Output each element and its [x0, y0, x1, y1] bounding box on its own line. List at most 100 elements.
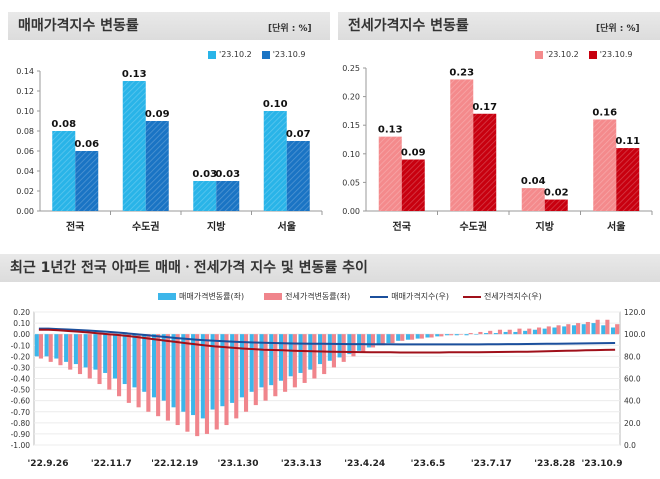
chart2-legend: '23.10.2 '23.10.9: [535, 50, 632, 59]
bar: [527, 328, 532, 335]
bar-hatch: [216, 181, 240, 211]
left-tick-label: -0.10: [11, 341, 31, 350]
bar: [341, 334, 346, 362]
y-tick-label: 0.15: [342, 121, 360, 130]
bar-hatch: [263, 111, 287, 211]
bar: [357, 334, 362, 351]
legend-swatch-1: [535, 50, 543, 59]
y-tick-label: 0.00: [16, 207, 34, 216]
bar-hatch: [544, 199, 568, 211]
bar: [312, 334, 317, 379]
bar: [605, 319, 610, 335]
chart3-title: 최근 1년간 전국 아파트 매매ㆍ전세가격 지수 및 변동률 추이: [0, 254, 660, 282]
bar-hatch: [473, 113, 497, 211]
left-tick-label: -0.70: [11, 408, 31, 417]
bar: [302, 334, 307, 383]
bar: [497, 329, 503, 335]
bar: [351, 334, 356, 357]
bar: [38, 334, 43, 359]
y-tick-label: 0.02: [16, 187, 34, 196]
right-tick-label: 100.0: [624, 330, 646, 339]
bar: [253, 334, 258, 406]
right-tick-label: 20.0: [624, 419, 641, 428]
bar: [200, 334, 205, 419]
x-tick-label: 수도권: [132, 221, 160, 233]
legend-label: 전세가격지수(우): [484, 292, 542, 301]
left-tick-label: -0.40: [11, 375, 31, 384]
bar: [474, 334, 479, 335]
x-tick-label: '23.10.9: [582, 459, 623, 469]
data-label: 0.02: [544, 188, 569, 199]
bar: [318, 334, 323, 365]
bar: [576, 323, 581, 335]
bar-hatch: [378, 136, 402, 211]
legend-label: 매매가격변동률(좌): [179, 292, 245, 301]
bar: [562, 326, 567, 335]
bar: [68, 334, 73, 370]
bar: [107, 334, 112, 390]
data-label: 0.09: [145, 109, 170, 120]
right-tick-label: 0.0: [624, 441, 636, 450]
bar: [146, 334, 151, 412]
data-label: 0.04: [521, 176, 546, 187]
bar: [429, 334, 434, 338]
chart1-title: 매매가격지수 변동률: [8, 12, 330, 40]
bar: [249, 334, 254, 392]
chart1-legend: '23.10.2 '23.10.9: [208, 50, 305, 59]
bar: [458, 334, 463, 335]
bar: [488, 330, 493, 335]
bar: [165, 334, 170, 421]
left-tick-label: -0.30: [11, 363, 31, 372]
x-tick-label: '23.3.13: [281, 459, 322, 469]
bar: [468, 333, 473, 335]
bar: [376, 334, 381, 346]
chart3-plot: 0.20 0.10 0.00 -0.10 -0.20 -0.30 -0.40 -0.50 -0.…: [11, 308, 646, 469]
bar: [161, 334, 166, 401]
data-label: 0.13: [122, 69, 147, 80]
legend-swatch-2: [588, 50, 597, 59]
left-tick-label: -0.90: [11, 430, 31, 439]
x-tick-label: '23.4.24: [344, 459, 385, 469]
index-line: [38, 328, 616, 354]
bar: [44, 334, 49, 357]
bar: [191, 334, 196, 416]
y-tick-label: 0.08: [16, 127, 34, 136]
x-tick-label: '22.12.19: [151, 459, 198, 469]
legend-line-jeonse-index: [463, 295, 482, 298]
bar: [298, 334, 303, 373]
bar: [449, 334, 454, 336]
bar: [405, 334, 411, 340]
legend-swatch-sale-rate: [158, 293, 176, 300]
legend-label: '23.10.9: [272, 50, 306, 59]
bar: [283, 334, 288, 392]
bar: [513, 331, 518, 335]
left-tick-label: -0.80: [11, 419, 31, 428]
bar: [263, 334, 268, 401]
bar-hatch: [450, 79, 474, 211]
bar: [220, 334, 225, 407]
data-label: 0.23: [449, 67, 474, 78]
bar: [591, 323, 596, 335]
bar-hatch: [286, 141, 310, 211]
chart3-legend: 매매가격변동률(좌) 전세가격변동률(좌) 매매가격지수(우) 전세가격지수(우…: [158, 291, 542, 302]
bar: [400, 334, 405, 341]
bar: [195, 334, 200, 437]
bar: [54, 334, 59, 359]
x-tick-label: 전국: [393, 220, 411, 233]
legend-label: 전세가격변동률(좌): [285, 292, 351, 301]
bar: [439, 334, 444, 337]
bar: [77, 334, 83, 375]
bar-hatch: [52, 131, 76, 211]
bar: [552, 327, 557, 335]
right-tick-label: 80.0: [624, 352, 641, 361]
y-tick-label: 0.05: [342, 178, 360, 187]
bar: [87, 334, 92, 379]
chart1-unit: [단위 : %]: [268, 24, 312, 34]
bar: [230, 334, 235, 403]
bar: [210, 334, 215, 410]
bar: [93, 334, 98, 370]
bar: [243, 334, 249, 412]
bar: [435, 334, 440, 337]
bar-hatch: [521, 188, 545, 211]
bar: [503, 331, 508, 335]
